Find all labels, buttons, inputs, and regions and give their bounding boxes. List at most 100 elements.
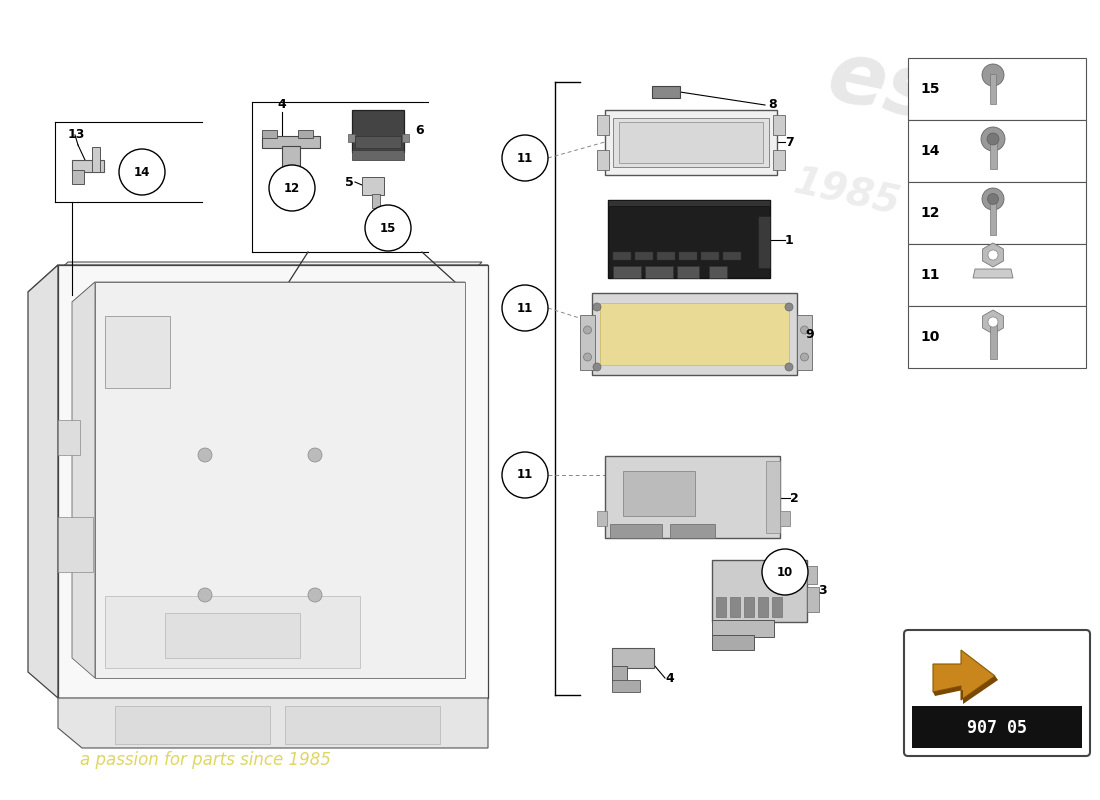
- Bar: [780, 511, 790, 526]
- Circle shape: [801, 353, 808, 361]
- Circle shape: [198, 588, 212, 602]
- Bar: [670, 524, 715, 538]
- Polygon shape: [32, 295, 62, 695]
- Bar: [676, 266, 698, 278]
- Circle shape: [502, 452, 548, 498]
- Text: 15: 15: [379, 222, 396, 234]
- Bar: [723, 252, 741, 260]
- Bar: [766, 461, 780, 533]
- Bar: [580, 315, 595, 370]
- Text: 2: 2: [790, 491, 799, 505]
- Bar: [597, 511, 607, 526]
- Text: 4: 4: [277, 98, 286, 111]
- Bar: [608, 200, 770, 278]
- Polygon shape: [95, 282, 465, 678]
- Bar: [298, 130, 314, 138]
- Text: 7: 7: [785, 135, 794, 149]
- Bar: [908, 306, 1086, 368]
- Bar: [600, 303, 789, 365]
- Bar: [104, 316, 170, 388]
- Bar: [635, 252, 653, 260]
- Text: 8: 8: [768, 98, 777, 111]
- Polygon shape: [72, 282, 95, 678]
- Bar: [908, 58, 1086, 120]
- Circle shape: [198, 448, 212, 462]
- Bar: [613, 118, 769, 167]
- Text: 10: 10: [920, 330, 939, 344]
- Text: 14: 14: [134, 166, 151, 178]
- Circle shape: [785, 303, 793, 311]
- Bar: [372, 194, 379, 208]
- Text: 13: 13: [68, 129, 86, 142]
- Text: 10: 10: [777, 566, 793, 578]
- Circle shape: [982, 188, 1004, 210]
- Bar: [58, 517, 94, 572]
- Circle shape: [365, 205, 411, 251]
- Text: 6: 6: [415, 123, 424, 137]
- Text: 9: 9: [805, 329, 814, 342]
- Bar: [348, 134, 355, 142]
- FancyBboxPatch shape: [904, 630, 1090, 756]
- Circle shape: [785, 363, 793, 371]
- Circle shape: [502, 285, 548, 331]
- Text: 11: 11: [517, 151, 534, 165]
- Text: 12: 12: [920, 206, 939, 220]
- Bar: [758, 597, 768, 617]
- Bar: [92, 147, 100, 172]
- Bar: [262, 136, 320, 148]
- Text: 11: 11: [517, 469, 534, 482]
- Bar: [908, 120, 1086, 182]
- Bar: [352, 110, 404, 152]
- Bar: [262, 130, 277, 138]
- Circle shape: [593, 363, 601, 371]
- Circle shape: [270, 165, 315, 211]
- Bar: [402, 134, 409, 142]
- Bar: [285, 706, 440, 744]
- Bar: [104, 596, 360, 668]
- Bar: [908, 182, 1086, 244]
- Bar: [592, 293, 798, 375]
- Text: 11: 11: [920, 268, 939, 282]
- Circle shape: [987, 133, 999, 145]
- Polygon shape: [933, 650, 996, 700]
- Bar: [908, 244, 1086, 306]
- Bar: [798, 315, 812, 370]
- Circle shape: [988, 250, 998, 260]
- Bar: [612, 680, 640, 692]
- Polygon shape: [58, 265, 488, 698]
- Bar: [355, 136, 402, 148]
- Bar: [679, 252, 697, 260]
- Circle shape: [502, 135, 548, 181]
- Bar: [990, 137, 997, 169]
- Bar: [612, 666, 627, 682]
- Bar: [613, 266, 641, 278]
- Bar: [352, 150, 404, 160]
- Bar: [165, 613, 300, 658]
- Text: parts: parts: [210, 425, 440, 501]
- Circle shape: [981, 127, 1005, 151]
- Polygon shape: [982, 310, 1003, 334]
- Bar: [613, 252, 631, 260]
- Polygon shape: [933, 676, 998, 704]
- Bar: [362, 177, 384, 195]
- Circle shape: [988, 194, 999, 205]
- Bar: [710, 266, 727, 278]
- Bar: [744, 597, 754, 617]
- Polygon shape: [974, 269, 1013, 278]
- Text: 4: 4: [666, 671, 673, 685]
- Polygon shape: [62, 325, 482, 695]
- Circle shape: [593, 303, 601, 311]
- Circle shape: [308, 448, 322, 462]
- Bar: [716, 597, 726, 617]
- Bar: [712, 560, 807, 622]
- Bar: [772, 597, 782, 617]
- Bar: [58, 420, 80, 455]
- Polygon shape: [58, 698, 488, 748]
- Text: 12: 12: [284, 182, 300, 194]
- Bar: [990, 321, 997, 359]
- Polygon shape: [32, 262, 482, 295]
- Circle shape: [982, 64, 1004, 86]
- Bar: [72, 170, 84, 184]
- Bar: [990, 197, 996, 235]
- Polygon shape: [982, 243, 1003, 267]
